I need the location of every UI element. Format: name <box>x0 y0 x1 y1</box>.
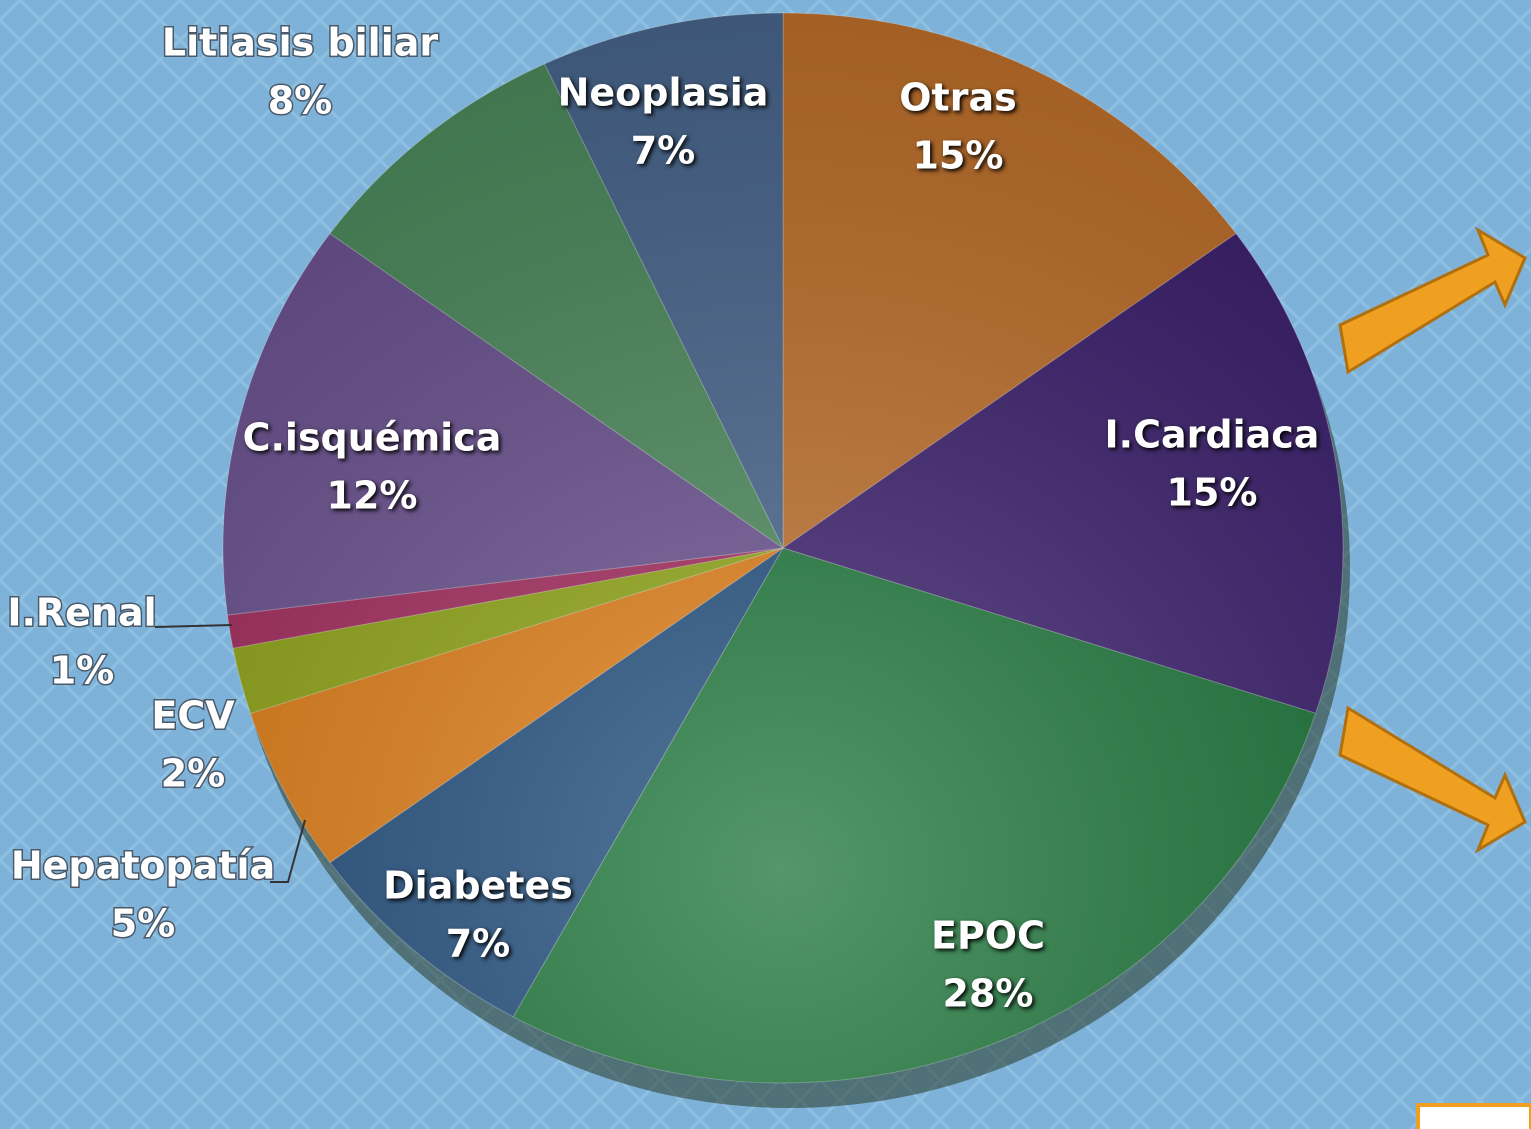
value-label: 8% <box>268 79 333 123</box>
value-label: 12% <box>327 474 418 518</box>
slice-label: Hepatopatía <box>11 844 275 888</box>
value-label: 5% <box>111 902 176 946</box>
slice-label: ECV <box>151 694 235 738</box>
leader-line <box>154 624 233 628</box>
slice-label: Otras <box>899 76 1016 120</box>
value-label: 7% <box>631 129 696 173</box>
value-label: 28% <box>943 972 1034 1016</box>
slice-label: I.Cardiaca <box>1105 413 1320 457</box>
value-label: 15% <box>913 134 1004 178</box>
slice-label: I.Renal <box>7 591 156 635</box>
value-label: 7% <box>446 922 511 966</box>
leader-line <box>270 819 306 883</box>
slice-label: Litiasis biliar <box>162 21 438 65</box>
slice-label: Diabetes <box>383 864 573 908</box>
arrow <box>1338 226 1527 375</box>
slice-label: EPOC <box>931 914 1045 958</box>
arrow <box>1338 705 1527 854</box>
box <box>1416 1103 1531 1129</box>
value-label: 15% <box>1167 471 1258 515</box>
value-label: 1% <box>50 649 115 693</box>
slice-label: C.isquémica <box>243 416 502 460</box>
slice-label: Neoplasia <box>558 71 769 115</box>
value-label: 2% <box>161 752 226 796</box>
